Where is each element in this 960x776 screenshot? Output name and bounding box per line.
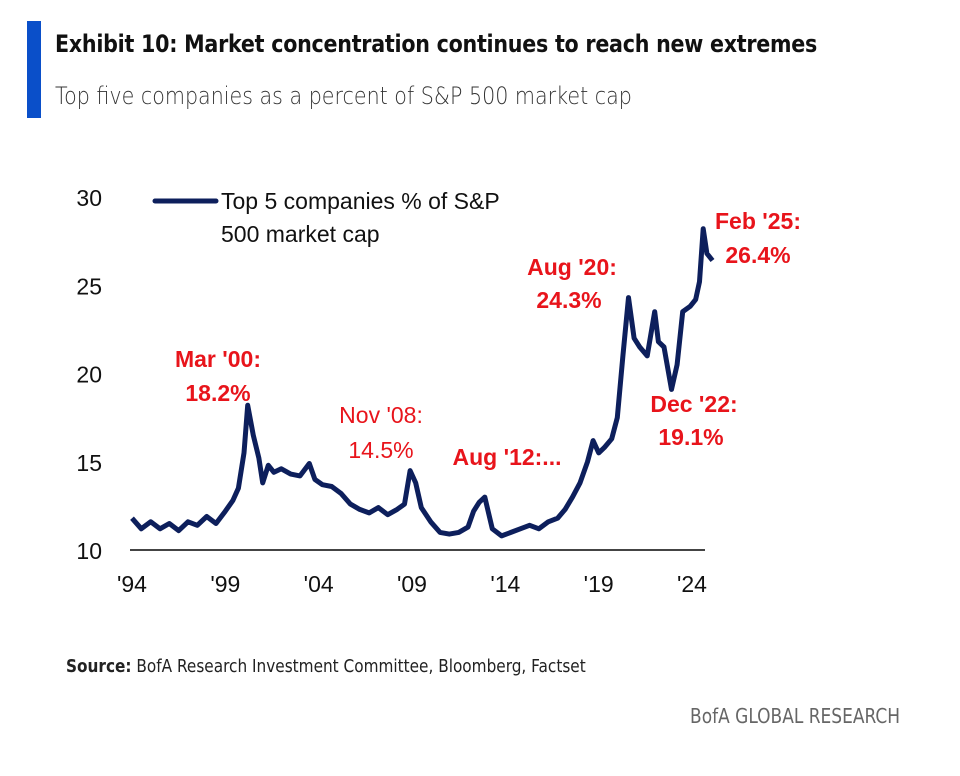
y-tick-label: 20 bbox=[76, 362, 102, 388]
x-tick-label: '09 bbox=[397, 571, 427, 597]
y-tick-label: 25 bbox=[76, 273, 102, 299]
source-text: BofA Research Investment Committee, Bloo… bbox=[131, 656, 586, 677]
series-line bbox=[130, 226, 715, 539]
x-tick-label: '24 bbox=[677, 571, 707, 597]
annotation-aug12-label: Aug '12:... bbox=[453, 444, 562, 470]
x-tick-label: '94 bbox=[117, 571, 147, 597]
annotation-aug20-value: 24.3% bbox=[536, 287, 601, 313]
x-tick-label: '99 bbox=[210, 571, 240, 597]
brand-logo-text: BofA GLOBAL RESEARCH bbox=[689, 704, 900, 728]
annotation-feb25-label: Feb '25: bbox=[715, 208, 801, 234]
annotation-dec22-value: 19.1% bbox=[658, 424, 723, 450]
legend-label-line1: Top 5 companies % of S&P bbox=[221, 188, 500, 214]
annotation-mar00-value: 18.2% bbox=[185, 380, 250, 406]
annotation-mar00-label: Mar '00: bbox=[175, 346, 261, 372]
source-label: Source: bbox=[66, 656, 132, 677]
x-tick-label: '19 bbox=[584, 571, 614, 597]
annotation-dec22-label: Dec '22: bbox=[650, 391, 737, 417]
y-tick-label: 10 bbox=[76, 538, 102, 564]
x-tick-label: '04 bbox=[304, 571, 334, 597]
y-tick-label: 30 bbox=[76, 185, 102, 211]
page-title: Exhibit 10: Market concentration continu… bbox=[55, 30, 818, 58]
annotation-nov08-value: 14.5% bbox=[348, 437, 413, 463]
legend-label-line2: 500 market cap bbox=[221, 221, 380, 247]
annotation-aug20-label: Aug '20: bbox=[527, 254, 617, 280]
y-tick-label: 15 bbox=[76, 450, 102, 476]
x-tick-label: '14 bbox=[490, 571, 520, 597]
accent-bar bbox=[27, 21, 41, 118]
annotation-feb25-value: 26.4% bbox=[725, 242, 790, 268]
annotation-nov08-label: Nov '08: bbox=[339, 402, 423, 428]
page-subtitle: Top five companies as a percent of S&P 5… bbox=[55, 82, 632, 110]
source-note: Source: BofA Research Investment Committ… bbox=[66, 656, 586, 677]
